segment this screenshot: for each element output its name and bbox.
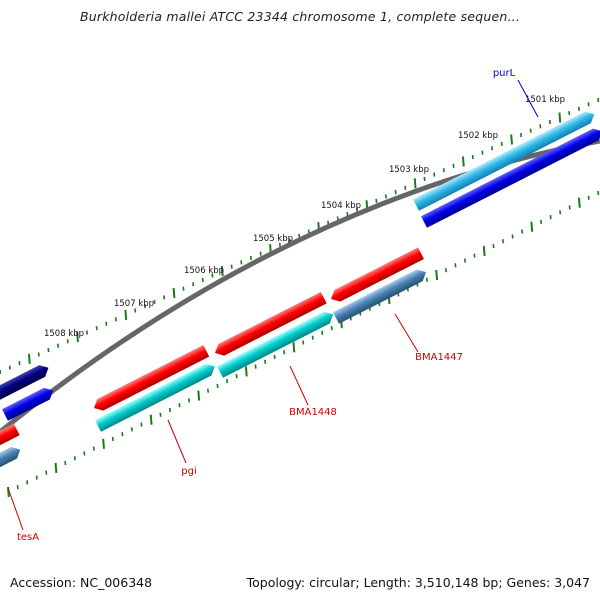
gene-cds-purl[interactable] [413,108,597,211]
gene-label[interactable]: BMA1448 [289,407,337,418]
genome-summary: Topology: circular; Length: 3,510,148 bp… [246,575,590,590]
gene-label[interactable]: BMA1447 [415,352,463,363]
inner-scale-tick [530,221,534,232]
inner-scale-tick [197,390,201,401]
inner-scale-tick [577,197,581,208]
inner-scale-tick [102,438,105,449]
outer-scale-tick [510,134,513,145]
gene-cds-pgi-rna[interactable] [95,361,218,432]
ruler-label: 1501 kbp [525,95,565,105]
ruler-label: 1505 kbp [253,234,293,244]
gene-label[interactable]: tesA [17,532,39,543]
gene-cds-left-1[interactable] [0,362,51,401]
gene-cds-pgi[interactable] [91,345,210,414]
outer-scale-tick [413,178,417,189]
gene-leader-line [7,487,24,531]
gene-label[interactable]: pgi [181,466,196,477]
gene-cds-bma1448[interactable] [212,291,327,359]
inner-scale-tick [149,414,153,425]
gene-leader-line [167,419,187,464]
map-title: Burkholderia mallei ATCC 23344 chromosom… [79,9,520,24]
inner-scale-tick [54,462,58,473]
gene-cds-purl-2[interactable] [421,125,600,228]
ruler-label: 1508 kbp [44,329,84,339]
accession-label: Accession: NC_006348 [10,575,153,590]
gene-cds-bma1447-rna[interactable] [333,266,429,324]
gene-leader-line [394,313,419,353]
outer-scale-tick [124,309,128,321]
ruler-label: 1507 kbp [114,299,154,309]
outer-scale-tick [558,112,562,123]
ruler-label: 1506 kbp [184,266,224,276]
gene-cds-bma1447[interactable] [328,247,424,304]
gene-leader-line [517,79,539,118]
outer-scale-tick [27,353,31,364]
inner-scale-tick [292,342,296,353]
outer-scale-tick [220,266,224,277]
inner-scale-tick [244,366,248,377]
outer-scale-tick [172,287,176,299]
ruler-label: 1503 kbp [389,165,429,175]
gene-cds-bma1448-rna[interactable] [217,309,336,378]
gene-leader-line [289,365,309,406]
ruler-label: 1504 kbp [321,201,361,211]
ruler-label: 1502 kbp [458,131,498,141]
inner-scale-tick [435,269,439,281]
gene-cds-left-2[interactable] [2,385,56,421]
outer-scale-tick [461,156,465,167]
gene-cds-tesa-rna[interactable] [0,444,23,471]
gene-label[interactable]: purL [493,68,516,79]
outer-scale-tick [76,331,79,342]
inner-scale-tick [482,245,486,256]
gene-cds-tesa[interactable] [0,423,20,449]
